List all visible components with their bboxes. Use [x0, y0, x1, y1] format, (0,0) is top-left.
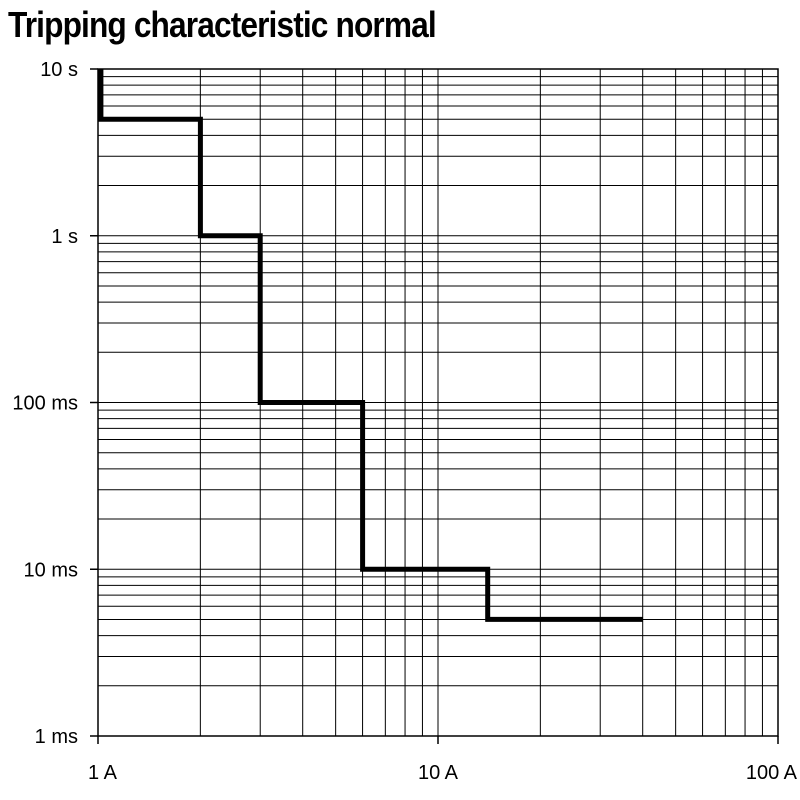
series-line-1: [98, 69, 643, 622]
plot-frame: [90, 68, 779, 744]
y-tick-label: 1 s: [51, 226, 78, 248]
grid-layer: [97, 69, 778, 737]
y-tick-label: 10 s: [40, 59, 78, 81]
y-tick-label: 1 ms: [35, 726, 78, 748]
y-tick-label: 100 ms: [12, 393, 78, 415]
x-tick-label: 100 A: [746, 762, 798, 784]
y-tick-label: 10 ms: [24, 559, 78, 581]
x-tick-label: 10 A: [418, 762, 459, 784]
series-layer: [98, 69, 643, 622]
chart-title: Tripping characteristic normal: [8, 4, 437, 45]
tick-label-layer: 1 A 10 A 100 A 10 s 1 s 100 ms 10 ms 1 ms: [12, 59, 797, 784]
x-tick-label: 1 A: [88, 762, 118, 784]
